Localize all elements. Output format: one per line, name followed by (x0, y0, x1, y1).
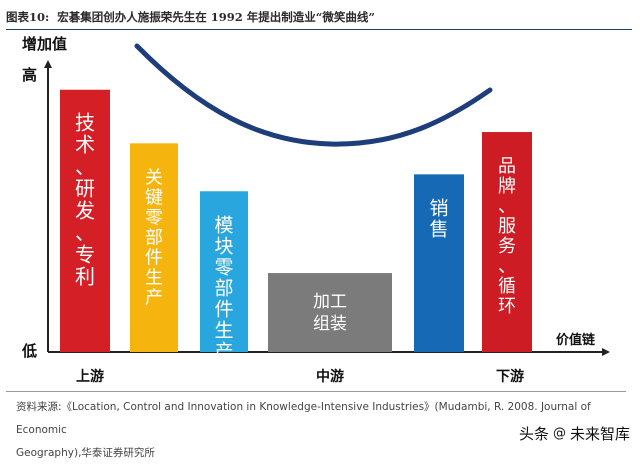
x-axis-label: 价值链 (556, 332, 596, 348)
bar-6 (482, 132, 532, 352)
source-line-1: 资料来源:《Location, Control and Innovation i… (16, 401, 591, 436)
stage-label-3: 下游 (496, 368, 524, 385)
watermark-handle: 未来智库 (569, 425, 630, 443)
watermark: 头条 @ 未来智库 (519, 423, 630, 444)
bar-3 (200, 191, 248, 352)
bar-label-2: 关键零部件生产 (145, 167, 163, 308)
stage-label-1: 上游 (76, 368, 104, 385)
bar-1 (60, 89, 110, 353)
source-rule (6, 391, 626, 392)
watermark-at: @ (552, 426, 566, 441)
figure-number: 图表10: (6, 10, 50, 24)
header-rule (6, 29, 632, 30)
source-line-2: Geography),华泰证券研究所 (16, 447, 155, 459)
stage-label-2: 中游 (316, 368, 344, 385)
bar-group (60, 89, 532, 353)
y-high-label: 高 (22, 66, 37, 84)
curve-layer (134, 43, 493, 147)
bar-label-3: 模块零部件生产 (214, 214, 233, 362)
smile-curve (134, 43, 493, 147)
figure-header: 图表10: 宏碁集团创办人施振荣先生在 1992 年提出制造业“微笑曲线” (6, 6, 632, 30)
bar-4 (268, 273, 392, 352)
bar-label-5: 销售 (429, 197, 448, 240)
y-axis-label: 增加值 (22, 35, 67, 53)
bar-label-4: 加工组装 (313, 292, 347, 334)
bar-5 (414, 174, 464, 352)
watermark-platform: 头条 (518, 425, 549, 443)
y-low-label: 低 (21, 342, 37, 360)
bar-2 (130, 143, 178, 352)
bar-label-1: 技术、研发、专利 (75, 111, 95, 289)
bar-label-6: 品牌、服务、循环 (498, 156, 516, 317)
figure-title: 宏碁集团创办人施振荣先生在 1992 年提出制造业“微笑曲线” (57, 10, 375, 24)
